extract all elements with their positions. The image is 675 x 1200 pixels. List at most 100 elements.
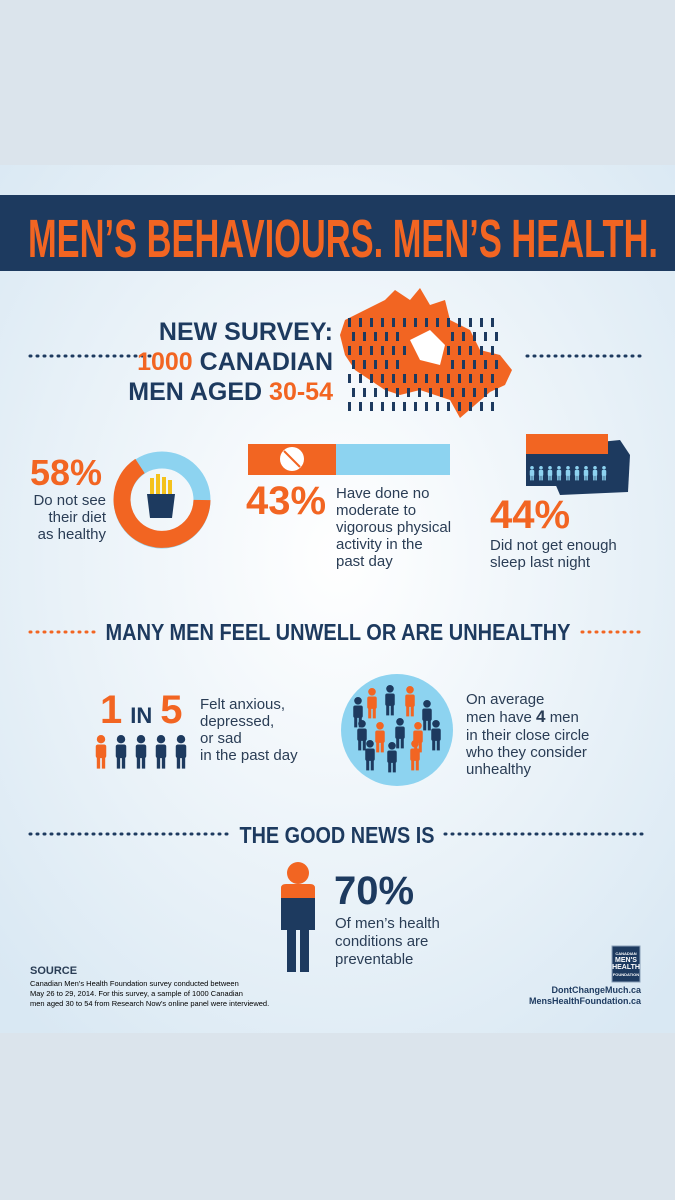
text-line: unhealthy [466, 761, 532, 778]
map-figure [414, 402, 417, 411]
person-leg [418, 741, 422, 753]
title: MEN’S BEHAVIOURS. MEN’S HEALTH. [28, 209, 658, 269]
person-leg [548, 475, 550, 481]
person-body [365, 748, 375, 761]
text-line: Did not get enough [490, 537, 617, 554]
map-figure [451, 332, 454, 341]
person-leg [427, 719, 431, 731]
map-figure [480, 402, 483, 411]
map-figure [429, 388, 432, 397]
person-leg [410, 705, 414, 717]
map-figure [480, 346, 483, 355]
map-figure [396, 388, 399, 397]
person-head [414, 722, 422, 730]
person-leg [96, 756, 101, 769]
map-figure [392, 374, 395, 383]
person-leg [121, 756, 126, 769]
person-leg [362, 739, 366, 751]
map-figure [436, 374, 439, 383]
person-head [396, 718, 404, 726]
map-figure [425, 402, 428, 411]
logo-text: MEN'S [615, 957, 637, 964]
person-leg [388, 761, 392, 773]
ratio: 1 IN 5 [100, 688, 183, 732]
source-text: Canadian Men’s Health Foundation survey … [30, 979, 269, 1008]
map-figure [403, 346, 406, 355]
person-body [583, 470, 589, 476]
person-leg [396, 737, 400, 749]
person-leg [406, 705, 410, 717]
text-line: vigorous physical [336, 519, 451, 536]
map-figure [363, 332, 366, 341]
person-leg [101, 756, 106, 769]
map-figure [458, 318, 461, 327]
text-line: as healthy [38, 526, 107, 543]
map-figure [495, 360, 498, 369]
person-body [556, 470, 562, 476]
person-leg [141, 756, 146, 769]
person-leg [532, 475, 534, 481]
circle-text: men [550, 709, 579, 726]
person-body [155, 744, 167, 759]
bike-icon [283, 450, 301, 468]
map-figure [451, 388, 454, 397]
survey-ages: 30-54 [269, 378, 333, 406]
map-figure [458, 402, 461, 411]
map-figure [491, 318, 494, 327]
map-figure [385, 388, 388, 397]
map-figure [484, 388, 487, 397]
person-leg [156, 756, 161, 769]
person-body [538, 470, 544, 476]
map-figure [451, 360, 454, 369]
person-leg [354, 716, 358, 728]
person-leg [376, 741, 380, 753]
person-body [592, 470, 598, 476]
person-head [136, 735, 146, 744]
person-leg [423, 719, 427, 731]
map-figure [473, 388, 476, 397]
stat-percent: 43% [246, 479, 326, 523]
map-figure [495, 332, 498, 341]
person-head [287, 862, 309, 884]
map-figure [381, 318, 384, 327]
map-figure [392, 346, 395, 355]
map-figure [352, 360, 355, 369]
map-figure [469, 374, 472, 383]
map-figure [392, 318, 395, 327]
person-body [175, 744, 187, 759]
person-leg [586, 475, 588, 481]
person-leg [386, 704, 390, 716]
person-head [368, 688, 376, 696]
map-figure [447, 318, 450, 327]
map-figure [418, 388, 421, 397]
text-line: moderate to [336, 502, 416, 519]
stat-percent: 58% [30, 452, 102, 493]
map-figure [407, 388, 410, 397]
person-body [387, 750, 397, 763]
text-line: depressed, [200, 713, 274, 730]
ratio-five: 5 [160, 688, 182, 732]
person-head [156, 735, 166, 744]
map-figure [370, 402, 373, 411]
map-figure [374, 360, 377, 369]
map-figure [469, 402, 472, 411]
person-leg [358, 739, 362, 751]
survey-country: CANADIAN [200, 348, 333, 376]
circle-number: 4 [536, 707, 546, 726]
map-figure [359, 402, 362, 411]
person-body [410, 748, 420, 761]
person-body [367, 696, 377, 709]
link: DontChangeMuch.ca [551, 985, 641, 995]
person-leg [604, 475, 606, 481]
stat-percent: 44% [490, 493, 570, 537]
map-figure [403, 402, 406, 411]
map-figure [381, 374, 384, 383]
person-body [422, 708, 432, 721]
person-body [601, 470, 607, 476]
map-figure [462, 332, 465, 341]
person-body [357, 728, 367, 741]
